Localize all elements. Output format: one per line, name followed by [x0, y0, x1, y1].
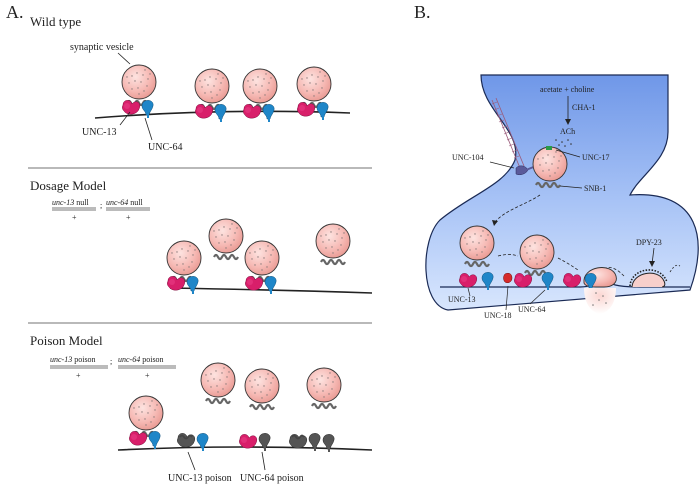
unc17-pointer: [555, 149, 581, 158]
wild-type-vesicle-3: [243, 69, 277, 122]
az-unc13-1: [458, 272, 478, 288]
cha1-arrowhead: [565, 119, 571, 125]
poison-vesicle-floating-1: [201, 363, 235, 403]
synaptic-vesicle-pointer: [117, 52, 131, 65]
poison-vesicle-docked: [129, 396, 163, 449]
dosage-genotype: unc-13 null: [52, 198, 89, 207]
unc64-poison-label: UNC-64 poison: [240, 473, 304, 484]
microtubule-track: [491, 97, 525, 169]
unc104-pointer: [489, 161, 515, 169]
dosage-separator: ;: [100, 201, 102, 210]
released-ach: [592, 292, 607, 306]
dosage-vesicle-floating-1: [209, 219, 243, 259]
b-unc18-label: UNC-18: [484, 311, 512, 320]
unc104-motor: [515, 165, 537, 176]
dosage-null1: null: [74, 198, 89, 207]
recycling-arrow-2: [669, 264, 681, 273]
panel-b-letter: B.: [414, 2, 431, 22]
acetate-choline-label: acetate + choline: [540, 85, 595, 94]
az-snb1-1: [463, 260, 491, 268]
wild-type-vesicle-2: [195, 69, 229, 122]
wild-type-unc64-label: UNC-64: [148, 142, 182, 153]
poison-genotype: unc-13 poison: [50, 355, 96, 364]
nerve-terminal: [425, 74, 699, 311]
dosage-model-title: Dosage Model: [30, 178, 107, 193]
terminal-snb1: [534, 181, 562, 189]
poison-unc13: unc-13: [50, 355, 72, 364]
unc104-label: UNC-104: [452, 153, 484, 162]
b-unc64-pointer: [529, 289, 546, 305]
snb1-label: SNB-1: [584, 184, 606, 193]
poison-genotype-2: unc-64 poison: [118, 355, 164, 364]
poison-complex-1: [177, 432, 209, 452]
clathrin-coat: [629, 269, 668, 287]
unc13-poison-label: UNC-13 poison: [168, 473, 232, 484]
fusion-unc13: [562, 272, 582, 288]
snb1-pointer: [559, 185, 583, 189]
synaptic-cleft-release: [584, 288, 616, 314]
dosage-vesicle-docked-2: [245, 241, 279, 294]
unc17-transporter: [546, 146, 552, 150]
vesicle-cycle-arrow-1: [492, 220, 498, 226]
poison-model-title: Poison Model: [30, 333, 103, 348]
dosage-unc13: unc-13: [52, 198, 74, 207]
unc64-pointer: [144, 117, 153, 141]
poison-plus-1: +: [76, 371, 81, 380]
unc13-poison-pointer: [187, 451, 196, 471]
dosage-vesicle-docked-1: [167, 241, 201, 294]
endocytic-pit: [631, 272, 666, 288]
dosage-unc64: unc-64: [106, 198, 128, 207]
dosage-plus-2: +: [126, 213, 131, 222]
unc13-pointer: [119, 111, 131, 126]
poison-plus-2: +: [145, 371, 150, 380]
panel-a-letter: A.: [6, 2, 24, 22]
dosage-plus-1: +: [72, 213, 77, 222]
unc17-label: UNC-17: [582, 153, 610, 162]
dosage-membrane: [169, 287, 373, 294]
dpy23-arrowhead: [649, 261, 655, 267]
unc64-poison-pointer: [261, 451, 266, 471]
synaptic-vesicle-label: synaptic vesicle: [70, 42, 134, 53]
az-vesicle-1: [459, 225, 495, 261]
dpy23-label: DPY-23: [636, 238, 662, 247]
vesicle-cycle-path: [494, 194, 541, 223]
b-unc64-label: UNC-64: [518, 305, 546, 314]
dosage-vesicle-floating-2: [316, 224, 350, 264]
poison-separator: ;: [110, 357, 112, 366]
poison-vesicle-floating-2: [245, 369, 279, 409]
az-unc13-2: [513, 272, 533, 288]
poison-complex-3: [289, 432, 335, 453]
wild-type-title: Wild type: [30, 14, 81, 29]
dosage-genotype-2: unc-64 null: [106, 198, 143, 207]
poison-poison1: poison: [72, 355, 95, 364]
recycling-arrow: [605, 267, 625, 277]
vesicle-cycle-arrow-2: [497, 254, 519, 257]
dosage-null2: null: [128, 198, 143, 207]
cha1-label: CHA-1: [572, 103, 596, 112]
ach-label: ACh: [560, 127, 575, 136]
az-vesicle-2: [519, 234, 555, 270]
wild-type-unc13-label: UNC-13: [82, 127, 116, 138]
poison-poison2: poison: [140, 355, 163, 364]
poison-allele-bars: [50, 365, 176, 369]
b-unc18-pointer: [505, 285, 509, 311]
vesicle-cycle-arrow-3: [557, 257, 579, 271]
wild-type-vesicle-1: [122, 65, 156, 118]
b-unc13-pointer: [467, 287, 471, 297]
b-unc13-label: UNC-13: [448, 295, 476, 304]
poison-unc64: unc-64: [118, 355, 140, 364]
terminal-vesicle-unc17: [532, 146, 568, 182]
dosage-allele-bars: [52, 207, 150, 211]
poison-complex-2: [238, 432, 271, 452]
unc18-protein: [503, 272, 513, 284]
ach-dots: [555, 139, 572, 147]
poison-vesicle-floating-3: [307, 368, 341, 408]
